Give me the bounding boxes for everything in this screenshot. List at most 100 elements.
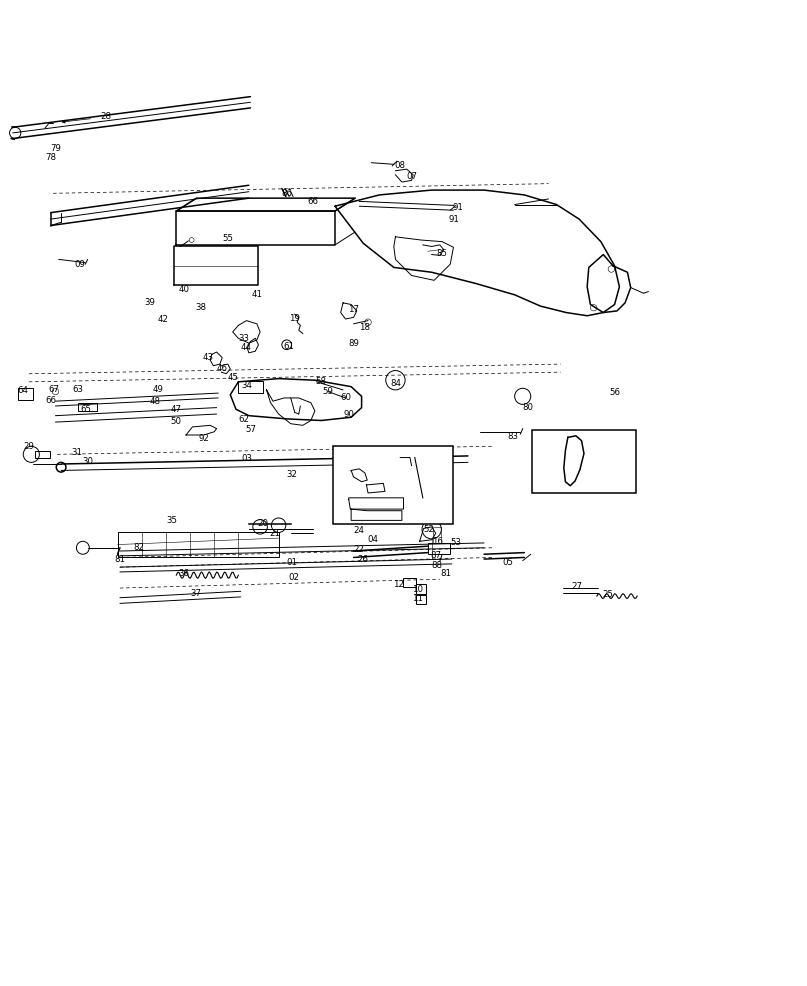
Text: 73: 73 (387, 504, 398, 513)
Text: 91: 91 (453, 203, 464, 212)
Text: 61: 61 (283, 342, 295, 351)
Text: 60: 60 (340, 393, 351, 402)
Text: 67: 67 (48, 386, 60, 394)
Bar (238, 381, 262, 393)
Text: 28: 28 (100, 112, 111, 121)
Text: 47: 47 (171, 404, 182, 414)
Text: 10: 10 (412, 585, 424, 595)
Text: 35: 35 (166, 516, 177, 525)
Text: 80: 80 (523, 403, 534, 412)
Text: 11: 11 (412, 594, 424, 603)
Text: 81: 81 (440, 569, 451, 578)
Bar (332, 447, 454, 524)
Text: 43: 43 (203, 353, 214, 362)
Text: 59: 59 (322, 387, 333, 396)
Text: 84: 84 (390, 379, 401, 387)
Text: 25: 25 (603, 590, 613, 599)
Text: 27: 27 (571, 582, 582, 591)
Text: 64: 64 (18, 387, 29, 395)
Text: 14: 14 (566, 477, 576, 486)
Text: 12: 12 (393, 580, 404, 589)
Text: 21: 21 (269, 528, 280, 537)
Text: 19: 19 (289, 315, 300, 323)
Text: 22: 22 (353, 545, 365, 554)
Text: 92: 92 (199, 434, 209, 443)
Text: 52: 52 (424, 525, 435, 533)
Text: 37: 37 (190, 590, 201, 599)
Text: 58: 58 (316, 378, 327, 387)
Text: 33: 33 (239, 334, 249, 343)
Text: 66: 66 (45, 395, 56, 405)
Text: 83: 83 (508, 432, 519, 441)
Text: 53: 53 (450, 537, 462, 546)
Bar (19, 388, 33, 399)
Text: 66: 66 (307, 197, 319, 206)
Bar (36, 452, 50, 458)
Text: 86: 86 (281, 188, 292, 198)
Text: 78: 78 (45, 153, 56, 162)
Text: 62: 62 (239, 415, 249, 424)
Text: 36: 36 (179, 569, 190, 578)
Bar (404, 578, 416, 588)
Text: 03: 03 (241, 454, 252, 462)
Text: 39: 39 (144, 298, 155, 307)
Text: 68: 68 (362, 513, 373, 522)
Text: 65: 65 (81, 404, 91, 414)
Text: 69: 69 (364, 458, 375, 467)
Text: 74: 74 (351, 470, 362, 480)
Text: 16: 16 (432, 536, 443, 546)
Bar (78, 402, 98, 411)
Text: 50: 50 (171, 417, 182, 426)
Text: 91: 91 (448, 215, 459, 224)
Text: 57: 57 (245, 425, 256, 434)
Bar (416, 584, 426, 594)
Text: 30: 30 (82, 458, 93, 466)
Bar (428, 543, 450, 554)
Text: 90: 90 (343, 410, 354, 419)
Text: 40: 40 (179, 286, 190, 295)
Text: 05: 05 (503, 558, 514, 567)
Bar (118, 531, 278, 557)
Text: 85: 85 (437, 249, 448, 258)
Text: 75: 75 (358, 501, 369, 510)
Text: 48: 48 (150, 396, 161, 405)
Bar (533, 430, 636, 493)
Text: 23: 23 (337, 517, 349, 526)
Text: 76: 76 (412, 467, 424, 476)
Text: 87: 87 (430, 551, 441, 560)
Text: 44: 44 (241, 343, 252, 352)
Bar (433, 527, 441, 543)
Text: 32: 32 (286, 470, 298, 479)
Text: 17: 17 (348, 305, 359, 314)
Text: 56: 56 (609, 387, 620, 396)
Text: 29: 29 (23, 442, 35, 451)
Text: 82: 82 (134, 543, 144, 552)
Text: 42: 42 (158, 316, 169, 324)
Text: 81: 81 (115, 554, 125, 564)
Text: 07: 07 (406, 172, 417, 180)
Text: 79: 79 (50, 144, 61, 153)
Text: 77: 77 (399, 458, 411, 467)
Text: 20: 20 (257, 519, 269, 528)
Text: 70: 70 (403, 480, 414, 489)
Text: 88: 88 (432, 561, 443, 570)
Text: 89: 89 (348, 338, 359, 348)
Text: 31: 31 (72, 449, 83, 458)
Text: 38: 38 (195, 304, 206, 313)
Text: 01: 01 (286, 558, 298, 567)
Text: 49: 49 (153, 386, 163, 394)
Text: 72: 72 (364, 487, 375, 496)
Text: 18: 18 (359, 322, 370, 331)
Text: 24: 24 (353, 526, 365, 534)
Text: 41: 41 (251, 290, 262, 299)
Bar (416, 595, 426, 604)
Text: 08: 08 (395, 162, 406, 171)
Text: 02: 02 (288, 573, 299, 582)
Text: 63: 63 (73, 385, 84, 393)
Text: 14: 14 (566, 455, 576, 463)
Text: 46: 46 (217, 365, 228, 374)
Text: 04: 04 (367, 535, 378, 544)
Text: 55: 55 (223, 234, 233, 243)
Text: 09: 09 (74, 259, 85, 269)
Text: 34: 34 (241, 381, 252, 389)
